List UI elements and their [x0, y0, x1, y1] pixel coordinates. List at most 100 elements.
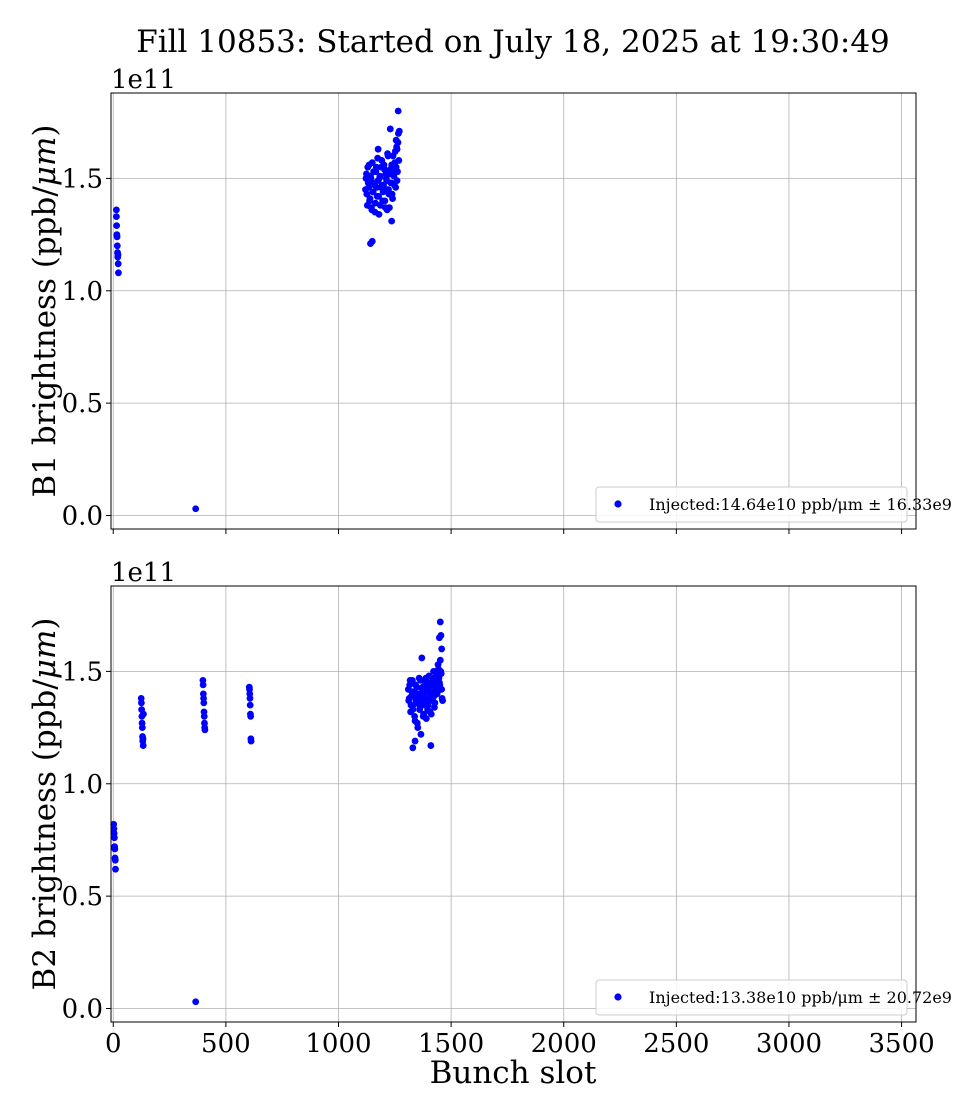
b2-data-point	[434, 688, 441, 696]
b2-y-tick-label: 1.0	[62, 770, 103, 800]
b1-data-point	[371, 208, 379, 216]
b1-data-point	[392, 183, 400, 191]
b1-y-tick-label: 1.5	[62, 164, 103, 194]
b2-data-point	[436, 618, 444, 626]
b1-x-ticks	[112, 529, 903, 534]
b1-data-point	[392, 136, 400, 144]
b1-data-point	[389, 152, 397, 160]
b2-data-point	[417, 730, 425, 738]
b2-y-axis-label: B2 brightness (ppb/μm)	[27, 618, 63, 991]
b1-data-point	[386, 166, 394, 173]
b2-data-point	[112, 865, 119, 873]
b2-data-point	[417, 676, 424, 684]
b1-data-point	[395, 127, 403, 135]
b1-data-point	[374, 145, 382, 153]
b1-data-point	[115, 269, 122, 277]
b1-y-tick-label: 0.0	[62, 502, 103, 532]
b2-x-ticks: 0 500 1000 1500 2000 2500 3000 3500	[105, 1022, 935, 1059]
b2-data-point	[409, 744, 417, 752]
b1-data-point	[376, 175, 383, 182]
b1-data-point	[386, 125, 394, 133]
b1-legend-box	[595, 486, 908, 523]
b2-y-tick-label: 1.5	[62, 657, 103, 687]
b1-data-point	[368, 159, 376, 167]
b2-data-point	[431, 699, 439, 707]
b2-x-tick-label: 2000	[531, 1029, 597, 1059]
b1-data-point	[378, 181, 386, 189]
b1-grid	[111, 93, 916, 529]
b1-data-point	[367, 172, 374, 180]
b2-data-point	[419, 712, 427, 720]
b2-data-point	[139, 742, 147, 749]
b1-legend: Injected:14.64e10 ppb/μm ± 16.33e9	[595, 486, 952, 523]
b2-data-point	[247, 737, 255, 745]
b2-data-point	[247, 712, 255, 720]
b1-data-point	[363, 190, 371, 198]
b2-data-point	[411, 717, 419, 725]
b2-y-tick-label: 0.0	[62, 995, 103, 1025]
b1-data-point	[375, 192, 382, 200]
b1-data-point	[388, 190, 396, 198]
b1-data-point	[381, 197, 389, 205]
b2-legend: Injected:13.38e10 ppb/μm ± 20.72e9	[595, 979, 952, 1016]
b2-grid	[111, 586, 916, 1022]
b1-y-tick-label: 1.0	[62, 277, 103, 307]
b2-data-point	[200, 712, 208, 720]
b2-data-point	[199, 681, 207, 689]
figure-title: Fill 10853: Started on July 18, 2025 at …	[136, 24, 890, 60]
b1-data-point	[394, 107, 402, 115]
b1-data-point	[387, 179, 395, 187]
b1-data-point	[114, 251, 122, 259]
b2-data-point	[201, 726, 209, 734]
b1-data-point	[376, 201, 384, 209]
b2-x-tick-label: 0	[105, 1029, 122, 1059]
b2-data-point	[192, 998, 200, 1006]
b2-data-point	[422, 674, 430, 682]
b1-axes-frame	[110, 92, 917, 530]
b1-data-point	[114, 260, 122, 268]
b2-data-point	[411, 737, 419, 745]
b1-data-point	[368, 237, 376, 245]
b1-data-point	[373, 183, 381, 191]
b2-x-tick-label: 2500	[643, 1029, 709, 1059]
b2-data-point	[111, 845, 119, 853]
b1-data-point	[380, 161, 388, 169]
b2-data-point	[427, 710, 435, 718]
b2-x-tick-label: 1500	[418, 1029, 484, 1059]
b1-data-point	[113, 242, 121, 250]
b2-data-point	[414, 724, 422, 731]
b2-data-point	[436, 634, 443, 642]
b2-data-point	[416, 706, 423, 714]
b1-data-point	[374, 154, 382, 162]
b1-points	[113, 107, 403, 513]
b1-data-point	[384, 150, 391, 158]
b1-data-point	[365, 183, 373, 191]
b1-data-point	[366, 197, 373, 205]
b2-data-point	[111, 856, 119, 864]
b2-data-point	[415, 692, 423, 700]
b1-data-point	[391, 159, 399, 167]
b2-data-point	[138, 724, 146, 731]
b2-y-tick-label: 0.5	[62, 882, 103, 912]
b1-y-tick-label: 0.5	[62, 389, 103, 419]
b2-data-point	[413, 683, 421, 691]
b1-data-point	[383, 206, 391, 214]
b2-data-point	[408, 676, 416, 684]
x-axis-label: Bunch slot	[430, 1055, 597, 1091]
b2-legend-box	[595, 979, 908, 1016]
b2-data-point	[140, 710, 147, 718]
b2-legend-label: Injected:13.38e10 ppb/μm ± 20.72e9	[649, 988, 952, 1007]
b2-data-point	[138, 699, 145, 707]
b2-points	[110, 618, 446, 1006]
b2-data-point	[139, 735, 147, 743]
b1-data-point	[113, 233, 121, 241]
b2-x-tick-label: 3000	[756, 1029, 822, 1059]
b2-data-point	[418, 654, 426, 662]
b2-data-point	[110, 834, 118, 842]
b1-brightness-panel: 0.0 0.5 1.0 1.5 1e11 B1 brightness (ppb/μm)…	[27, 65, 952, 534]
b1-data-point	[379, 188, 387, 196]
b2-offset-text: 1e11	[111, 558, 176, 588]
b2-x-tick-label: 1000	[305, 1029, 371, 1059]
b1-data-point	[388, 217, 396, 225]
b1-data-point	[382, 170, 390, 178]
